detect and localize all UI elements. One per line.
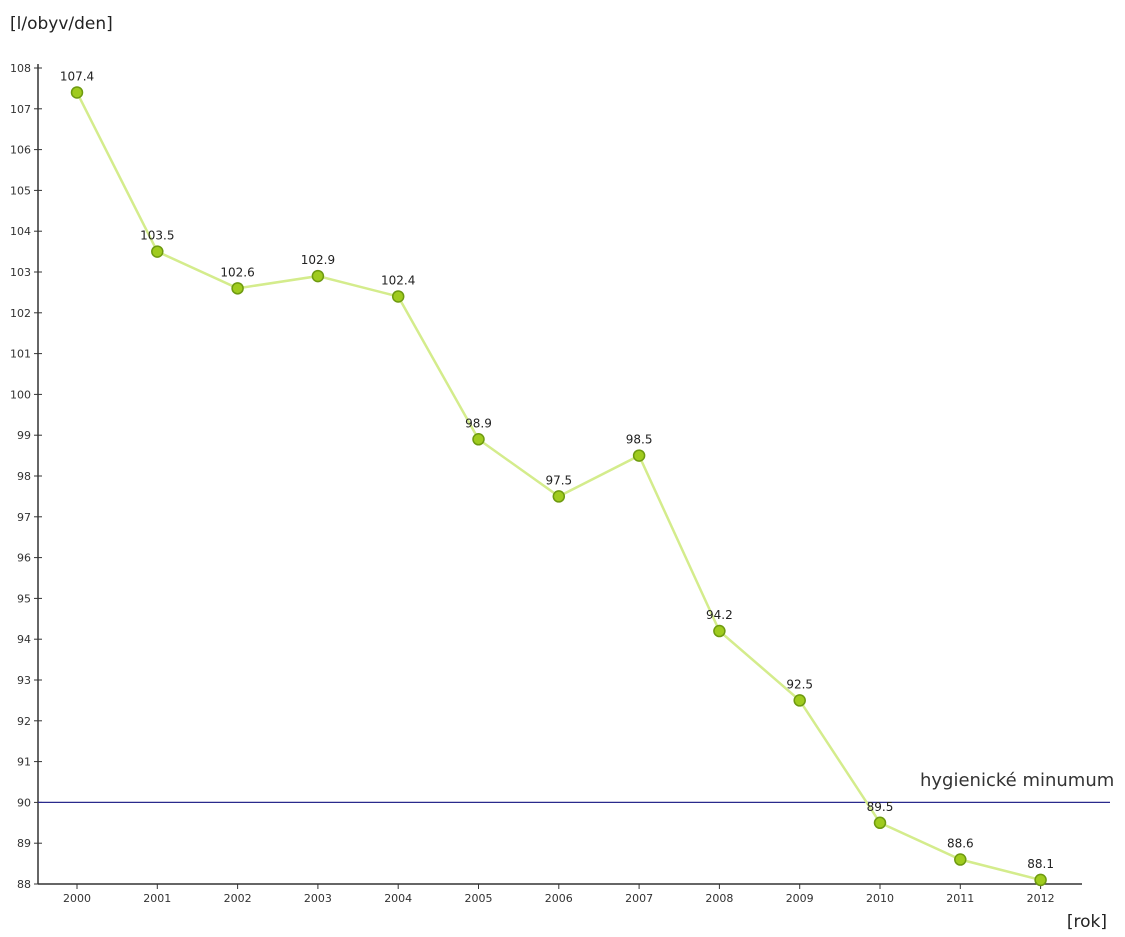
x-tick-label: 2011 <box>946 892 974 905</box>
y-tick-label: 98 <box>17 470 31 483</box>
y-tick-label: 94 <box>17 633 31 646</box>
data-label: 92.5 <box>786 677 813 691</box>
data-label: 102.6 <box>220 265 254 279</box>
x-tick-label: 2000 <box>63 892 91 905</box>
data-label: 94.2 <box>706 608 733 622</box>
x-tick-label: 2010 <box>866 892 894 905</box>
data-point <box>793 694 806 707</box>
y-tick-label: 101 <box>10 348 31 361</box>
y-tick-label: 99 <box>17 429 31 442</box>
y-tick-label: 105 <box>10 184 31 197</box>
data-point <box>151 245 164 258</box>
data-label: 98.9 <box>465 416 492 430</box>
data-label: 98.5 <box>626 433 653 447</box>
data-label: 103.5 <box>140 229 174 243</box>
data-point <box>713 624 726 638</box>
data-label: 88.6 <box>947 837 974 851</box>
data-point <box>954 853 967 866</box>
x-tick-label: 2008 <box>705 892 733 905</box>
y-tick-label: 92 <box>17 715 31 728</box>
x-tick-label: 2004 <box>384 892 412 905</box>
data-point <box>391 290 405 303</box>
data-label: 97.5 <box>545 473 572 487</box>
x-tick-label: 2009 <box>786 892 814 905</box>
y-tick-label: 93 <box>17 674 31 687</box>
data-label: 102.9 <box>301 253 335 267</box>
data-point <box>552 490 566 503</box>
data-label: 89.5 <box>867 800 894 814</box>
y-tick-label: 90 <box>17 796 31 809</box>
x-tick-label: 2003 <box>304 892 332 905</box>
y-tick-label: 102 <box>10 307 31 320</box>
y-tick-label: 95 <box>17 592 31 605</box>
data-label: 88.1 <box>1027 857 1054 871</box>
y-tick-label: 108 <box>10 62 31 75</box>
x-tick-label: 2006 <box>545 892 573 905</box>
y-tick-label: 91 <box>17 756 31 769</box>
data-point <box>311 269 325 283</box>
data-point <box>873 816 887 830</box>
y-tick-label: 107 <box>10 103 31 116</box>
y-tick-label: 97 <box>17 511 31 524</box>
reference-line-label: hygienické minumum <box>920 770 1115 791</box>
data-label: 102.4 <box>381 273 415 287</box>
x-axis-title: [rok] <box>1066 912 1107 932</box>
data-point <box>231 282 244 295</box>
data-point <box>70 86 84 99</box>
y-axis-title: [l/obyv/den] <box>10 14 113 34</box>
x-tick-label: 2001 <box>143 892 171 905</box>
y-tick-label: 96 <box>17 552 31 565</box>
y-tick-label: 89 <box>17 837 31 850</box>
x-tick-label: 2007 <box>625 892 653 905</box>
y-tick-label: 100 <box>10 388 31 401</box>
x-tick-label: 2005 <box>465 892 493 905</box>
data-point <box>632 449 646 462</box>
data-label: 107.4 <box>60 69 94 83</box>
y-tick-label: 103 <box>10 266 31 279</box>
x-tick-label: 2002 <box>224 892 252 905</box>
y-tick-label: 104 <box>10 225 31 238</box>
data-point <box>1034 873 1047 887</box>
y-tick-label: 106 <box>10 144 31 157</box>
data-point <box>472 433 485 446</box>
x-tick-label: 2012 <box>1027 892 1055 905</box>
y-tick-label: 88 <box>17 878 31 891</box>
